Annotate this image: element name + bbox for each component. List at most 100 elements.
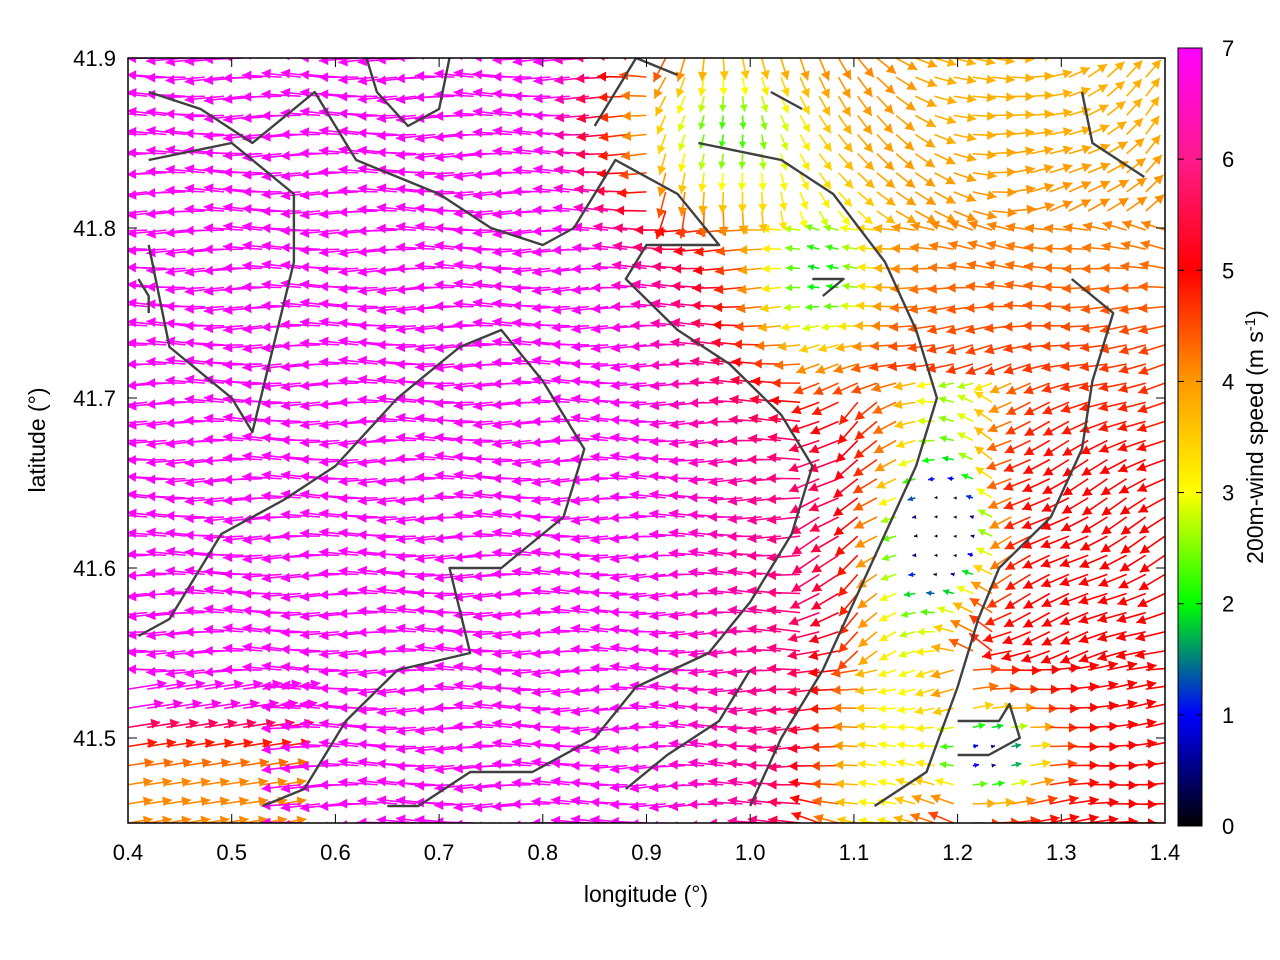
wind-arrow — [802, 323, 820, 332]
wind-arrow — [668, 739, 705, 749]
wind-arrow — [531, 606, 570, 617]
wind-arrow — [757, 322, 782, 333]
wind-arrow — [893, 381, 916, 391]
wind-arrow — [590, 395, 628, 406]
wind-arrow — [857, 592, 878, 610]
wind-arrow — [222, 359, 263, 370]
wind-arrow — [242, 553, 282, 564]
wind-arrow — [992, 683, 1020, 694]
wind-arrow — [688, 457, 724, 468]
wind-arrow — [977, 508, 993, 518]
wind-arrow — [511, 609, 551, 619]
wind-arrow — [984, 344, 1012, 355]
wind-arrow — [395, 814, 436, 823]
wind-arrow — [128, 796, 153, 807]
wind-arrow — [855, 703, 877, 713]
wind-arrow — [222, 474, 263, 485]
wind-arrow — [1116, 630, 1146, 642]
wind-arrow — [299, 419, 340, 430]
wind-arrow — [453, 510, 493, 521]
wind-arrow — [649, 591, 685, 602]
wind-arrow — [791, 535, 820, 556]
wind-arrow — [1117, 439, 1147, 452]
wind-arrow — [128, 472, 167, 482]
wind-arrow — [590, 452, 628, 463]
wind-arrow — [570, 665, 609, 676]
wind-arrow — [434, 470, 474, 481]
wind-arrow — [357, 796, 397, 807]
wind-arrow — [688, 684, 724, 695]
wind-arrow — [571, 341, 609, 352]
wind-arrow — [777, 341, 801, 352]
wind-arrow — [649, 436, 685, 447]
wind-arrow — [1060, 516, 1089, 532]
wind-arrow — [1042, 478, 1070, 495]
wind-arrow — [166, 777, 192, 788]
wind-arrow — [854, 668, 878, 678]
wind-arrow — [590, 472, 628, 483]
wind-arrow — [609, 682, 647, 693]
wind-arrow — [472, 629, 513, 640]
wind-arrow — [1081, 497, 1108, 516]
wind-arrow — [789, 794, 820, 805]
wind-arrow — [1100, 478, 1128, 496]
wind-arrow — [668, 682, 705, 693]
wind-arrow — [146, 649, 186, 660]
colorbar-title-sup: -1 — [1242, 318, 1259, 331]
wind-arrow — [1023, 382, 1051, 395]
wind-arrow — [989, 382, 1012, 394]
wind-arrow — [357, 776, 397, 787]
wind-arrow — [609, 724, 647, 735]
wind-arrow — [570, 394, 609, 405]
wind-arrow — [878, 759, 897, 768]
wind-arrow — [933, 572, 937, 577]
wind-arrow — [453, 400, 493, 411]
wind-arrow — [1005, 420, 1031, 435]
wind-arrow — [688, 475, 724, 486]
wind-arrow — [434, 607, 474, 618]
wind-arrow — [934, 534, 938, 538]
wind-arrow — [1030, 795, 1058, 805]
wind-arrow — [146, 474, 186, 485]
wind-arrow — [1003, 458, 1031, 473]
wind-arrow — [1049, 759, 1078, 769]
wind-arrow — [688, 438, 724, 449]
wind-arrow — [838, 592, 859, 617]
wind-arrow — [1098, 401, 1127, 412]
wind-arrow — [629, 417, 666, 428]
wind-arrow — [649, 700, 686, 710]
wind-arrow — [472, 663, 513, 674]
wind-arrow — [472, 699, 513, 710]
wind-arrow — [953, 534, 957, 539]
wind-arrow — [946, 324, 974, 335]
wind-arrow — [881, 553, 897, 562]
wind-arrow — [857, 779, 878, 788]
wind-arrow — [1118, 573, 1147, 589]
wind-arrow — [833, 740, 858, 751]
wind-arrow — [1068, 778, 1099, 789]
wind-arrow — [590, 744, 628, 755]
wind-arrow — [939, 435, 954, 443]
wind-arrow — [1022, 611, 1051, 629]
wind-arrow — [947, 476, 954, 482]
wind-arrow — [1011, 722, 1028, 731]
wind-arrow — [766, 514, 801, 525]
wind-arrow — [357, 394, 397, 405]
wind-arrow — [914, 534, 918, 538]
wind-arrow — [909, 812, 935, 823]
wind-arrow — [688, 702, 724, 713]
wind-arrow — [1138, 573, 1165, 591]
wind-arrow — [1059, 592, 1089, 606]
wind-arrow — [810, 592, 839, 611]
wind-arrow — [492, 738, 532, 749]
wind-arrow — [793, 382, 820, 395]
wind-arrow — [872, 420, 897, 435]
wind-arrow — [649, 610, 685, 621]
wind-arrow — [1126, 698, 1157, 710]
colorbar-title-main: 200m-wind speed (m s — [1242, 331, 1268, 564]
wind-arrow — [834, 535, 859, 557]
wind-arrow — [629, 399, 666, 410]
wind-arrow — [299, 699, 340, 710]
wind-arrow — [858, 631, 878, 648]
wind-arrow — [970, 534, 975, 539]
